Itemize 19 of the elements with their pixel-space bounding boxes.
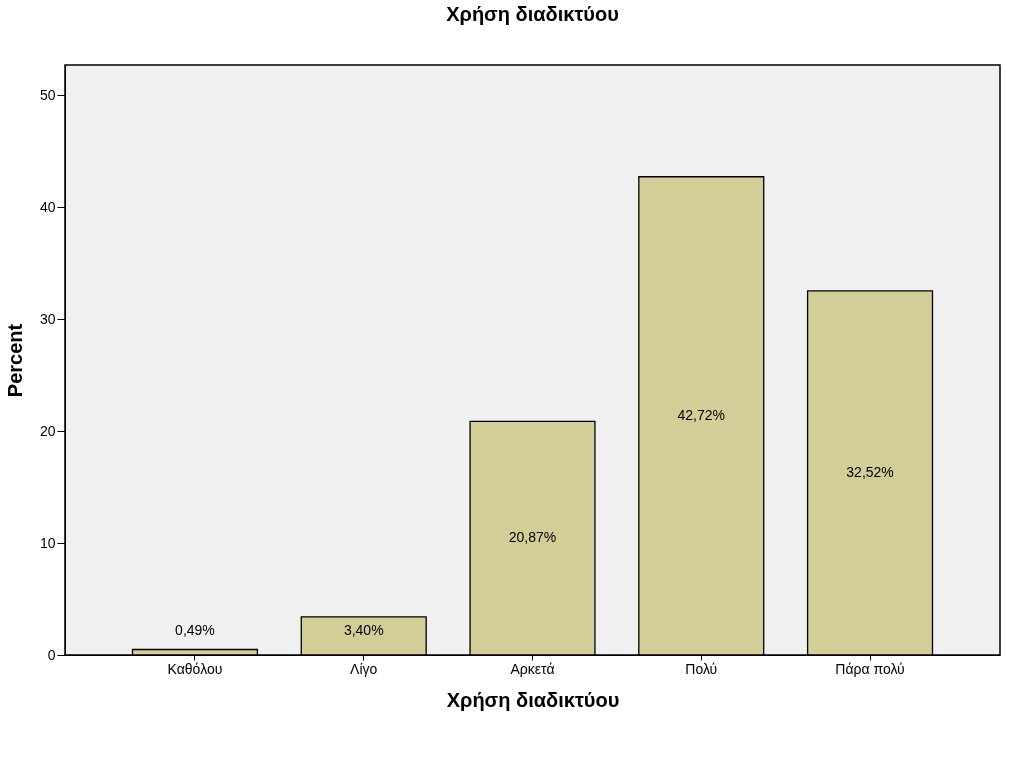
y-tick-label: 50	[39, 86, 56, 103]
y-tick-label: 10	[39, 534, 56, 551]
y-tick-label: 0	[47, 646, 56, 663]
y-tick-label: 30	[39, 310, 56, 327]
x-tick-label: Λίγο	[350, 660, 378, 677]
data-label: 42,72%	[677, 406, 726, 423]
data-label: 3,40%	[343, 622, 384, 639]
x-tick-label: Πάρα πολύ	[835, 660, 905, 677]
x-axis-title: Χρήση διαδικτύου	[446, 688, 620, 711]
x-tick-label: Αρκετά	[510, 660, 555, 677]
data-label: 32,52%	[846, 463, 894, 480]
chart-title: Χρήση διαδικτύου	[446, 3, 619, 25]
y-axis-title: Percent	[3, 323, 26, 398]
y-tick-label: 20	[39, 422, 56, 439]
x-tick-label: Πολύ	[685, 660, 718, 677]
data-label: 0,49%	[175, 622, 215, 639]
y-tick-label: 40	[39, 198, 56, 215]
data-label: 20,87%	[508, 529, 557, 546]
x-tick-label: Καθόλου	[167, 660, 223, 677]
